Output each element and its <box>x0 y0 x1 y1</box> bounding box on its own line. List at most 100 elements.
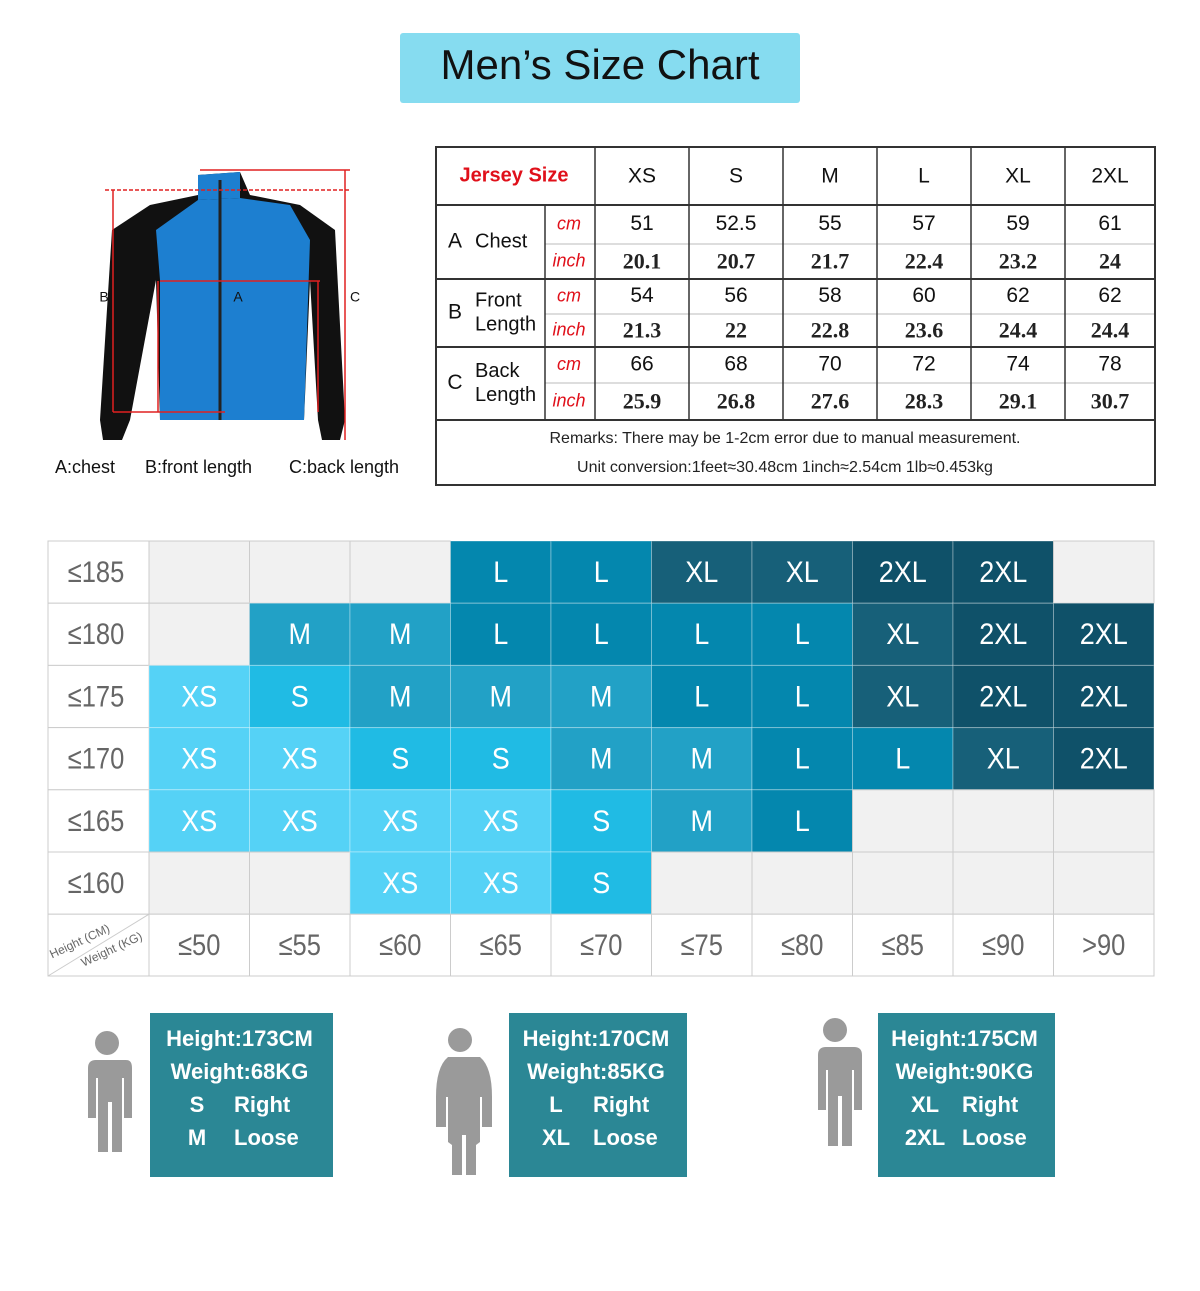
grid-cell <box>651 602 753 666</box>
weight-cell <box>249 913 351 977</box>
grid-cell <box>952 664 1054 729</box>
grid-cell <box>651 664 753 729</box>
grid-cell <box>450 602 552 666</box>
cm-value: 78 <box>1098 353 1121 376</box>
weight-label: ≤50 <box>178 928 220 961</box>
size-cell: XS <box>282 805 318 839</box>
height-label: ≤165 <box>68 804 125 837</box>
unit: cm <box>557 285 581 305</box>
size-cell: L <box>795 618 810 652</box>
grid-cell <box>249 851 351 915</box>
weight-label: ≤90 <box>982 928 1024 961</box>
row-letter: C <box>447 371 462 394</box>
fit-size: XL <box>911 1092 939 1117</box>
row-name: Length <box>475 313 536 335</box>
unit: inch <box>552 319 585 339</box>
inch-value: 22.4 <box>905 249 944 274</box>
inch-value: 24 <box>1099 249 1121 274</box>
size-cell: M <box>389 618 411 652</box>
grid-cell <box>1053 851 1155 915</box>
size-cell: L <box>493 556 508 590</box>
grid-cell <box>349 789 451 853</box>
cm-value: 58 <box>818 284 841 307</box>
inch-value: 20.7 <box>717 249 756 274</box>
grid-cell <box>952 789 1054 853</box>
size-cell: XL <box>786 556 819 590</box>
cm-value: 55 <box>818 212 841 235</box>
size-cell: 2XL <box>979 680 1027 714</box>
fit-type: Right <box>962 1092 1019 1117</box>
caption: C:back length <box>289 457 399 477</box>
grid-cell <box>751 664 853 729</box>
unit: cm <box>557 213 581 233</box>
fit-size: S <box>190 1092 205 1117</box>
grid-cell <box>148 851 250 915</box>
grid-cell <box>450 727 552 791</box>
size-header: XS <box>628 165 656 188</box>
example-weight: Weight:85KG <box>527 1059 665 1084</box>
size-header: S <box>729 165 743 188</box>
size-cell: M <box>490 680 512 714</box>
cm-value: 61 <box>1098 212 1121 235</box>
grid-cell <box>1053 664 1155 729</box>
size-cell: XL <box>685 556 718 590</box>
size-cell: XS <box>282 742 318 776</box>
size-header: 2XL <box>1091 165 1128 188</box>
inch-value: 21.3 <box>623 318 662 343</box>
size-cell: XS <box>382 805 418 839</box>
size-cell: XS <box>382 867 418 901</box>
grid-cell <box>852 727 954 791</box>
fit-size: M <box>188 1125 206 1150</box>
size-cell: S <box>592 867 610 901</box>
weight-cell <box>751 913 853 977</box>
size-cell: XS <box>181 680 217 714</box>
jacket-diagram <box>100 169 350 440</box>
grid-cell <box>651 727 753 791</box>
size-cell: L <box>694 618 709 652</box>
inch-value: 23.2 <box>999 249 1038 274</box>
height-label: ≤185 <box>68 555 125 588</box>
grid-cell <box>1053 727 1155 791</box>
grid-cell <box>349 540 451 604</box>
grid-cell <box>148 727 250 791</box>
remark: Remarks: There may be 1-2cm error due to… <box>549 430 1020 447</box>
height-label: ≤175 <box>68 679 125 712</box>
cm-value: 70 <box>818 353 841 376</box>
cm-value: 51 <box>630 212 653 235</box>
weight-label: ≤85 <box>882 928 924 961</box>
size-cell: L <box>795 742 810 776</box>
grid-cell <box>148 789 250 853</box>
weight-label: ≤55 <box>279 928 321 961</box>
cm-value: 62 <box>1006 284 1029 307</box>
cm-value: 56 <box>724 284 747 307</box>
cm-value: 66 <box>630 353 653 376</box>
grid-cell <box>349 727 451 791</box>
size-cell: M <box>691 742 713 776</box>
cm-value: 57 <box>912 212 935 235</box>
cm-value: 68 <box>724 353 747 376</box>
row-name: Chest <box>475 230 528 252</box>
size-cell: M <box>289 618 311 652</box>
example-height: Height:175CM <box>891 1026 1038 1051</box>
size-cell: L <box>594 618 609 652</box>
inch-value: 24.4 <box>999 318 1038 343</box>
row-header-cell <box>47 664 150 729</box>
grid-cell <box>1053 540 1155 604</box>
size-cell: XS <box>483 805 519 839</box>
fit-type: Loose <box>962 1125 1027 1150</box>
weight-cell <box>1053 913 1155 977</box>
example-height: Height:170CM <box>523 1026 670 1051</box>
fit-type: Right <box>234 1092 291 1117</box>
weight-label: ≤70 <box>580 928 622 961</box>
grid-cell <box>450 851 552 915</box>
grid-cell <box>751 789 853 853</box>
weight-cell <box>550 913 652 977</box>
size-cell: 2XL <box>879 556 927 590</box>
table-border <box>435 146 1156 486</box>
weight-cell <box>148 913 250 977</box>
size-header: XL <box>1005 165 1031 188</box>
grid-cell <box>249 727 351 791</box>
size-cell: S <box>391 742 409 776</box>
grid-cell <box>249 540 351 604</box>
